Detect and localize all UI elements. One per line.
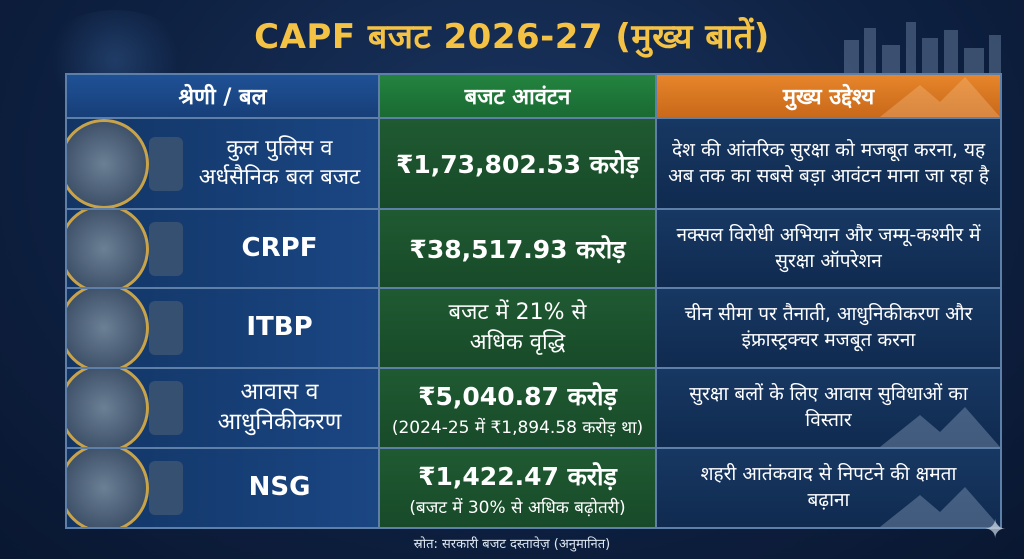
- objective-cell: चीन सीमा पर तैनाती, आधुनिकीकरण और इंफ्रा…: [656, 288, 1001, 368]
- category-cell: NSG: [66, 448, 379, 528]
- commando-team-image: [149, 461, 183, 515]
- budget-amount: ₹1,422.47 करोड़: [418, 461, 617, 491]
- city-skyline-decoration: [844, 22, 1001, 75]
- mountain-troops-image: [67, 289, 149, 367]
- mountain-icon: [880, 407, 1000, 447]
- category-cell: कुल पुलिस व अर्धसैनिक बल बजट: [66, 118, 379, 209]
- mountain-icon: [880, 77, 1000, 117]
- budget-cell: बजट में 21% से अधिक वृद्धि: [379, 288, 656, 368]
- soldiers-image: [67, 210, 149, 287]
- category-cell: आवास व आधुनिकीकरण: [66, 368, 379, 448]
- source-note: स्रोत: सरकारी बजट दस्तावेज़ (अनुमानित): [413, 537, 611, 552]
- budget-table: श्रेणी / बल बजट आवंटन मुख्य उद्देश्य कुल…: [65, 73, 1002, 529]
- header-objective: मुख्य उद्देश्य: [656, 74, 1001, 118]
- budget-amount: ₹5,040.87 करोड़: [418, 381, 617, 411]
- equipment-image: [149, 381, 183, 435]
- category-cell: CRPF: [66, 209, 379, 288]
- housing-building-image: [67, 369, 149, 447]
- budget-note: बजट में 21% से अधिक वृद्धि: [448, 300, 587, 355]
- category-label: कुल पुलिस व अर्धसैनिक बल बजट: [198, 135, 361, 190]
- objective-cell: देश की आंतरिक सुरक्षा को मजबूत करना, यह …: [656, 118, 1001, 209]
- category-label: NSG: [248, 472, 311, 503]
- emblem-icon: [67, 119, 149, 208]
- budget-amount: ₹1,73,802.53 करोड़: [395, 149, 640, 179]
- budget-cell: ₹1,422.47 करोड़ (बजट में 30% से अधिक बढ़…: [379, 448, 656, 528]
- header-category: श्रेणी / बल: [66, 74, 379, 118]
- budget-cell: ₹38,517.93 करोड़: [379, 209, 656, 288]
- budget-note: (2024-25 में ₹1,894.58 करोड़ था): [391, 417, 644, 438]
- header-budget: बजट आवंटन: [379, 74, 656, 118]
- objective-cell: शहरी आतंकवाद से निपटने की क्षमता बढ़ाना: [656, 448, 1001, 528]
- category-label: आवास व आधुनिकीकरण: [217, 379, 342, 435]
- header-objective-label: मुख्य उद्देश्य: [782, 85, 875, 110]
- commando-image: [67, 449, 149, 527]
- category-label: ITBP: [246, 312, 313, 343]
- budget-cell: ₹5,040.87 करोड़ (2024-25 में ₹1,894.58 क…: [379, 368, 656, 448]
- budget-amount: ₹38,517.93 करोड़: [409, 234, 626, 264]
- objective-text: शहरी आतंकवाद से निपटने की क्षमता बढ़ाना: [700, 463, 957, 511]
- mountain-icon: [880, 487, 1000, 527]
- category-label: CRPF: [241, 232, 318, 263]
- budget-note: (बजट में 30% से अधिक बढ़ोतरी): [409, 497, 626, 518]
- police-personnel-image: [149, 136, 183, 191]
- objective-cell: सुरक्षा बलों के लिए आवास सुविधाओं का विस…: [656, 368, 1001, 448]
- budget-cell: ₹1,73,802.53 करोड़: [379, 118, 656, 209]
- objective-cell: नक्सल विरोधी अभियान और जम्मू-कश्मीर में …: [656, 209, 1001, 288]
- page-title: CAPF बजट 2026-27 (मुख्य बातें): [254, 17, 770, 57]
- watchtower-image: [149, 301, 183, 355]
- category-cell: ITBP: [66, 288, 379, 368]
- objective-text: सुरक्षा बलों के लिए आवास सुविधाओं का विस…: [689, 383, 968, 431]
- soldier-figure-image: [149, 221, 183, 276]
- sparkle-icon: ✦: [984, 515, 1006, 545]
